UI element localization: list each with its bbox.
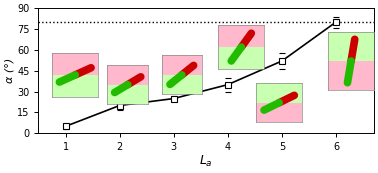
Y-axis label: α (°): α (°) — [4, 58, 14, 83]
Bar — [256, 83, 302, 103]
Bar — [328, 32, 374, 61]
Bar — [52, 75, 98, 97]
Bar — [161, 55, 202, 75]
Bar — [107, 85, 148, 104]
Bar — [328, 61, 374, 90]
Bar — [52, 53, 98, 75]
Bar — [218, 25, 264, 47]
Bar — [218, 47, 264, 69]
Bar — [107, 65, 148, 85]
Bar — [161, 75, 202, 94]
Bar — [256, 103, 302, 122]
X-axis label: $L_a$: $L_a$ — [199, 154, 213, 169]
